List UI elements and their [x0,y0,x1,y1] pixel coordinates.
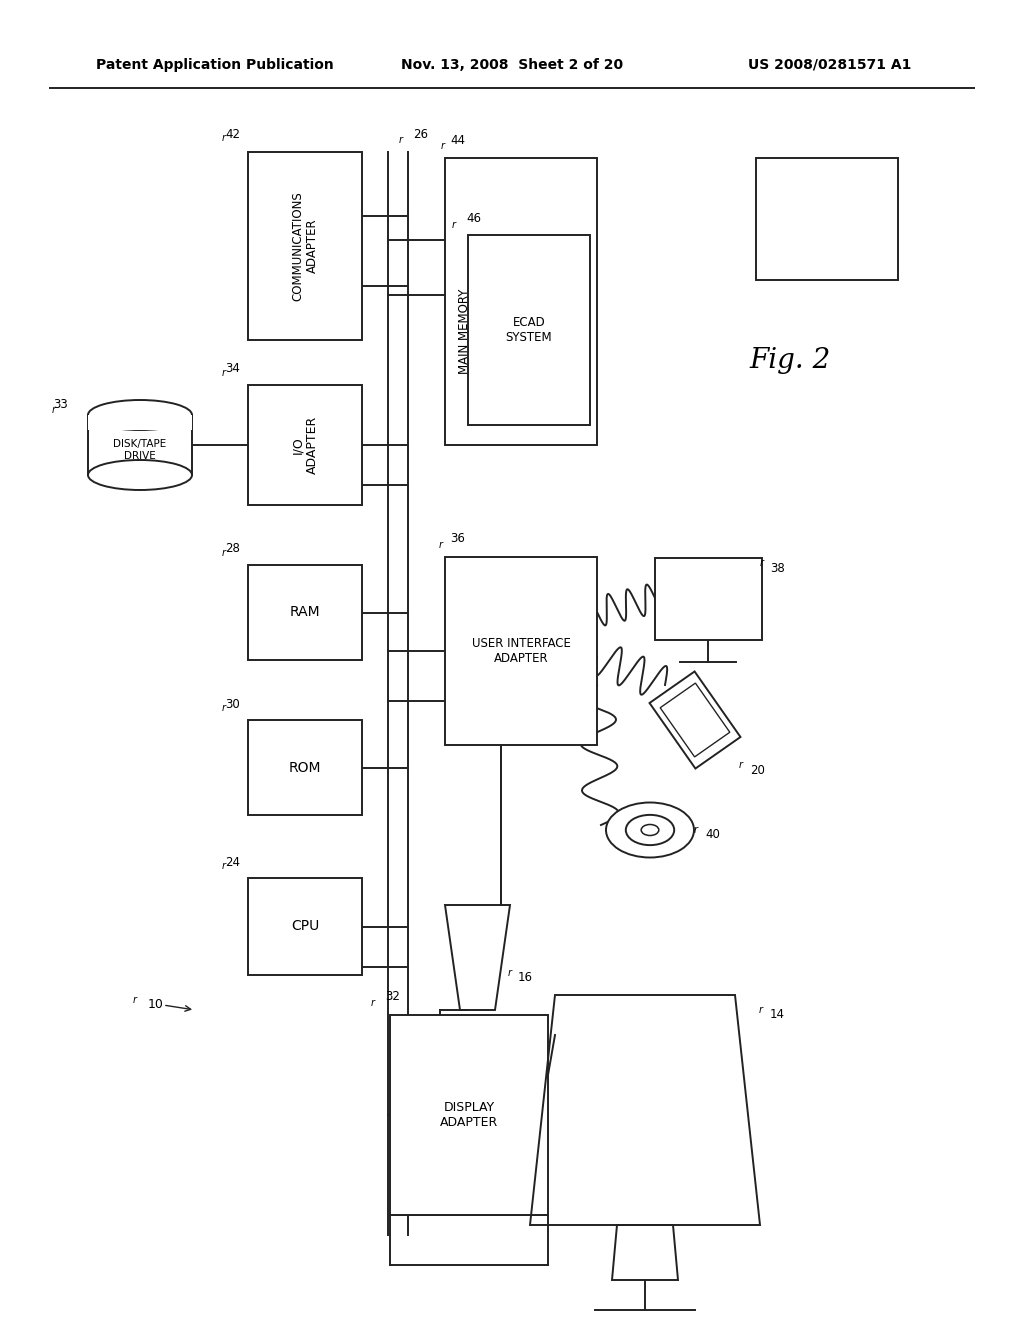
Text: r: r [222,133,226,143]
Bar [248,565,362,660]
Text: Nov. 13, 2008  Sheet 2 of 20: Nov. 13, 2008 Sheet 2 of 20 [401,58,623,73]
Text: 46: 46 [466,213,481,226]
Text: Patent Application Publication: Patent Application Publication [96,58,334,73]
Text: DISPLAY
ADAPTER: DISPLAY ADAPTER [440,1101,498,1129]
Bar [756,158,898,280]
Text: r: r [760,558,764,568]
Text: r: r [371,998,375,1008]
Text: r: r [452,220,456,230]
Bar [248,878,362,975]
Text: ECAD
SYSTEM: ECAD SYSTEM [506,315,552,345]
Text: 36: 36 [450,532,465,545]
Text: 33: 33 [53,399,68,412]
Bar [445,158,597,445]
Text: USER INTERFACE
ADAPTER: USER INTERFACE ADAPTER [472,638,570,665]
Text: r: r [222,861,226,871]
Text: r: r [694,825,698,836]
Text: 16: 16 [518,972,534,983]
Text: 44: 44 [450,133,465,147]
Text: 40: 40 [705,829,720,842]
Ellipse shape [88,459,193,490]
Text: 42: 42 [225,128,240,140]
Text: US 2008/0281571 A1: US 2008/0281571 A1 [749,58,911,73]
Text: r: r [441,141,445,150]
Text: I/O
ADAPTER: I/O ADAPTER [291,416,319,474]
Text: 24: 24 [225,855,240,869]
Bar [655,558,762,640]
Ellipse shape [606,803,694,858]
Text: r: r [222,548,226,558]
Text: 38: 38 [770,561,784,574]
Text: 32: 32 [385,990,400,1003]
Ellipse shape [626,814,674,845]
Text: DISK/TAPE
DRIVE: DISK/TAPE DRIVE [114,440,167,461]
Text: r: r [222,368,226,378]
Text: ROM: ROM [289,760,322,775]
Text: 10: 10 [148,998,164,1011]
Text: r: r [508,969,512,978]
Bar [248,152,362,341]
Text: 30: 30 [225,697,240,710]
Bar [390,1015,548,1214]
Text: 20: 20 [750,763,765,776]
Text: r: r [133,995,137,1005]
Bar [88,414,193,430]
Bar [468,235,590,425]
Text: 26: 26 [413,128,428,140]
Text: RAM: RAM [290,606,321,619]
Bar [248,719,362,814]
Text: r: r [222,704,226,713]
Ellipse shape [641,825,658,836]
Text: Fig. 2: Fig. 2 [750,346,830,374]
Text: r: r [52,405,56,414]
Text: 34: 34 [225,363,240,375]
Text: CPU: CPU [291,920,319,933]
Text: r: r [759,1005,763,1015]
Ellipse shape [88,400,193,430]
Text: r: r [399,135,403,145]
Bar [445,557,597,744]
Text: 28: 28 [225,543,240,556]
Text: MAIN MEMORY: MAIN MEMORY [459,289,471,374]
Text: r: r [439,540,443,550]
Text: 14: 14 [770,1008,785,1022]
Bar [248,385,362,506]
Text: r: r [739,760,743,770]
Text: COMMUNICATIONS
ADAPTER: COMMUNICATIONS ADAPTER [291,191,319,301]
